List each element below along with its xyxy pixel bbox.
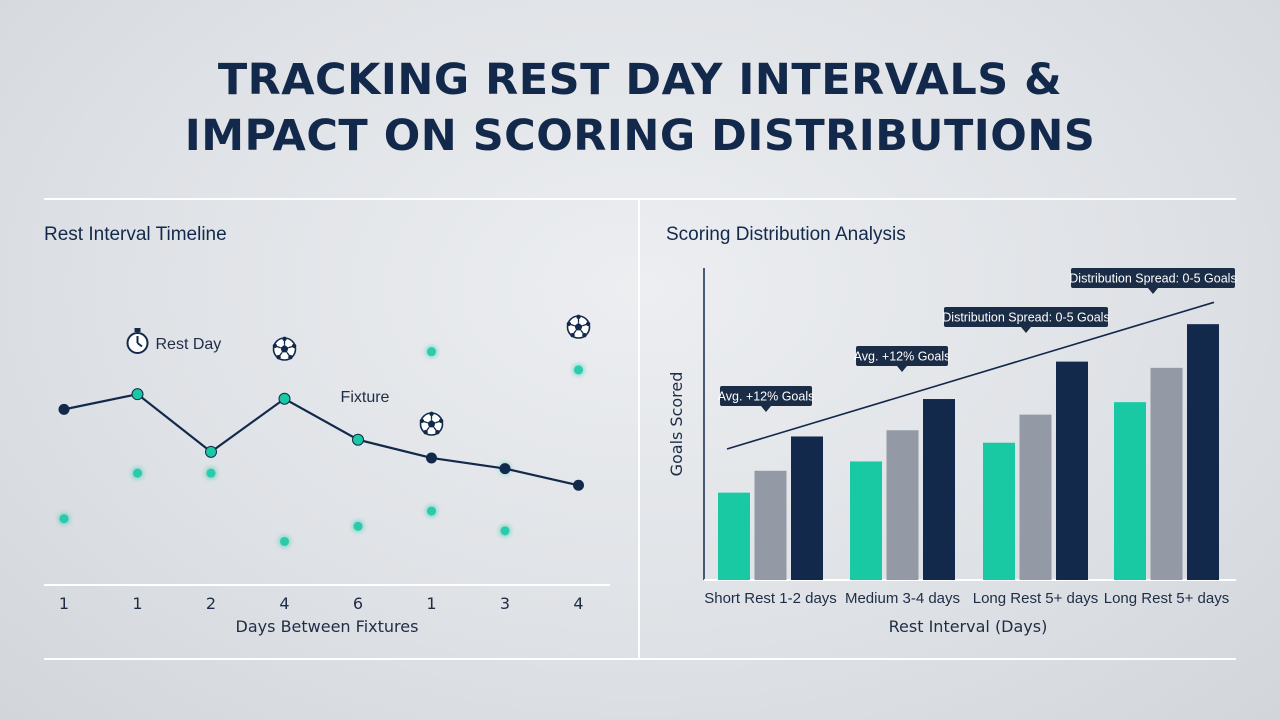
timeline-point [499, 463, 511, 475]
timeline-x-tick-label: 1 [426, 594, 436, 613]
timeline-point [352, 433, 364, 446]
category-label: Long Rest 5+ days [1104, 590, 1230, 607]
distribution-panel-title: Scoring Distribution Analysis [666, 224, 906, 245]
soccer-ball-icon [566, 314, 591, 339]
soccer-ball-icon [419, 411, 444, 436]
scatter-point [206, 468, 216, 478]
scatter-point [427, 506, 436, 516]
timeline-x-tick-label: 1 [132, 594, 142, 613]
timeline-x-tick-label: 2 [206, 594, 216, 613]
timeline-panel-title: Rest Interval Timeline [44, 224, 227, 245]
main-title-line-2: IMPACT ON SCORING DISTRIBUTIONS [184, 111, 1096, 161]
timeline-x-tick-label: 4 [573, 594, 583, 613]
timeline-x-tick-label: 4 [279, 594, 289, 613]
annotation-text: Avg. +12% Goals [854, 350, 951, 364]
top-divider [44, 198, 1236, 200]
scatter-point [133, 468, 142, 478]
timeline-point [131, 388, 144, 401]
timeline-x-tick-label: 1 [59, 594, 69, 613]
trend-line [726, 301, 1215, 450]
timeline-point [205, 445, 217, 458]
timeline-x-tick-label: 3 [500, 594, 510, 613]
category-label: Long Rest 5+ days [973, 590, 1099, 607]
bar [754, 470, 787, 580]
timeline-point [426, 452, 437, 464]
timeline-x-axis-title: Days Between Fixtures [236, 617, 419, 636]
annotation-callout: Avg. +12% Goals [718, 386, 815, 412]
timeline-series-line [63, 393, 579, 487]
annotation-text: Distribution Spread: 0-5 Goals [942, 311, 1109, 325]
rest-day-label: Rest Day [156, 336, 222, 353]
timeline-x-tick-label: 6 [353, 594, 363, 613]
bar [850, 461, 882, 580]
bar [718, 492, 750, 580]
category-label: Short Rest 1-2 days [704, 590, 837, 607]
annotation-text: Avg. +12% Goals [718, 390, 815, 404]
fixture-label: Fixture [341, 389, 390, 406]
main-title-line-1: TRACKING REST DAY INTERVALS & [217, 55, 1063, 105]
main-title: TRACKING REST DAY INTERVALS & IMPACT ON … [0, 52, 1280, 164]
bar [886, 430, 919, 580]
category-label: Medium 3-4 days [845, 590, 960, 607]
soccer-ball-icon [272, 336, 297, 361]
scatter-point [574, 365, 583, 375]
annotation-callout: Distribution Spread: 0-5 Goals [1069, 268, 1237, 294]
bar [1056, 361, 1088, 580]
bar [983, 442, 1015, 580]
bar [1114, 402, 1146, 580]
scatter-point [427, 347, 436, 357]
panel-divider [638, 200, 640, 660]
bottom-divider [44, 658, 1236, 660]
timeline-point [58, 403, 70, 415]
stopwatch-icon [126, 328, 149, 354]
timeline-point [573, 479, 584, 491]
scatter-point [280, 536, 289, 546]
bar [1150, 367, 1183, 580]
scatter-point [59, 514, 69, 524]
scatter-point [353, 521, 363, 531]
bar [791, 436, 823, 580]
timeline-point [278, 392, 291, 405]
bar [1187, 324, 1219, 580]
bar [1019, 414, 1052, 580]
annotation-text: Distribution Spread: 0-5 Goals [1069, 272, 1236, 286]
distribution-y-axis-title: Goals Scored [667, 372, 686, 477]
scatter-point [500, 526, 510, 536]
distribution-x-axis-title: Rest Interval (Days) [889, 617, 1048, 636]
annotation-callout: Distribution Spread: 0-5 Goals [942, 307, 1110, 333]
annotation-callout: Avg. +12% Goals [854, 346, 951, 372]
bar [923, 399, 955, 580]
